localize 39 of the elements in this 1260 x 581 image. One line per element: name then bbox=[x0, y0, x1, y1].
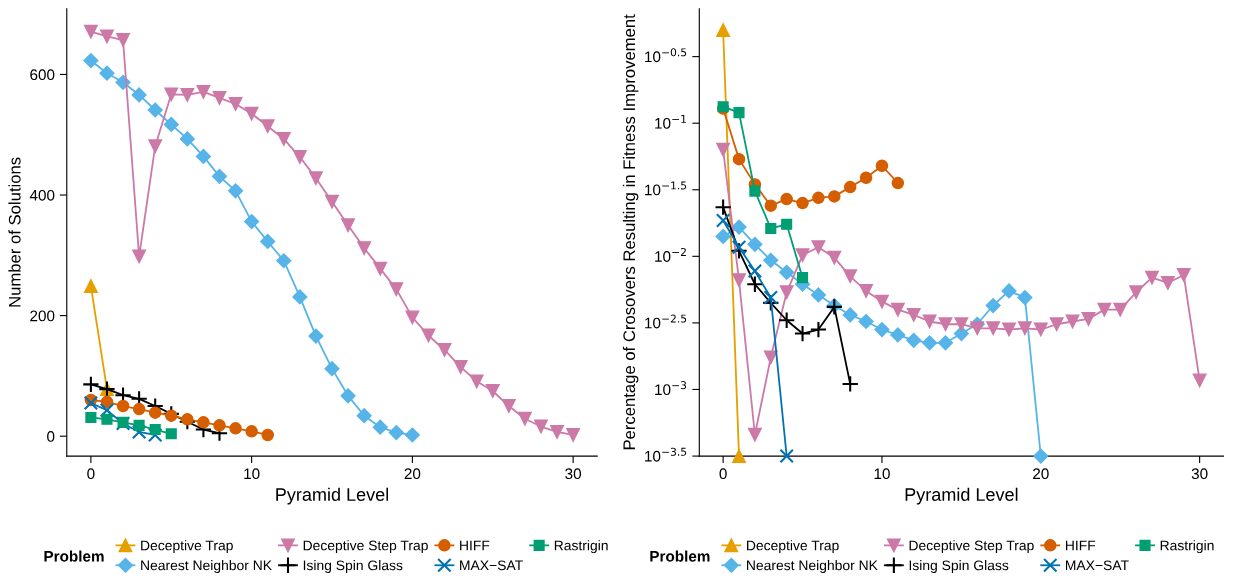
y-tick-label: 10$^{−1}$ bbox=[655, 114, 686, 129]
x-axis-title: Pyramid Level bbox=[905, 487, 1018, 505]
y-tick-label: 600 bbox=[30, 69, 55, 81]
legend-label: Rastrigin bbox=[554, 540, 608, 554]
legend-label: Deceptive Trap bbox=[141, 540, 233, 554]
legend-label: Ising Spin Glass bbox=[909, 560, 1009, 573]
legend-label: MAX−SAT bbox=[460, 560, 523, 571]
y-tick-label: 0 bbox=[47, 431, 55, 442]
y-tick-label: 400 bbox=[29, 189, 55, 201]
y-tick-label: 10$^{−2.5}$ bbox=[645, 314, 687, 329]
legend-label: HIFF bbox=[460, 540, 490, 551]
legend-label: Ising Spin Glass bbox=[303, 560, 403, 573]
x-tick-label: 10 bbox=[244, 468, 260, 480]
y-tick-label: 10$^{−3.5}$ bbox=[645, 447, 687, 462]
y-tick-label: 10$^{−0.5}$ bbox=[645, 48, 687, 63]
x-tick-label: 0 bbox=[87, 468, 95, 480]
legend-label: Nearest Neighbor NK bbox=[747, 560, 878, 573]
legend-label: Rastrigin bbox=[1160, 540, 1214, 554]
legend-label: Nearest Neighbor NK bbox=[141, 560, 272, 573]
legend-label: MAX−SAT bbox=[1065, 560, 1129, 571]
legend-label: HIFF bbox=[1065, 540, 1096, 551]
legend-title: Problem bbox=[650, 550, 710, 562]
legend-label: Deceptive Step Trap bbox=[909, 540, 1034, 554]
legend-label: Deceptive Trap bbox=[747, 540, 839, 554]
legend-title: Problem bbox=[44, 550, 104, 562]
y-axis-title: Percentage of Crosovers Resulting in Fitness Improvement bbox=[622, 14, 639, 450]
x-tick-label: 20 bbox=[1033, 468, 1049, 480]
x-tick-label: 0 bbox=[719, 468, 727, 480]
y-tick-label: 10$^{−2}$ bbox=[655, 247, 686, 262]
x-axis-title: Pyramid Level bbox=[276, 487, 389, 505]
y-tick-label: 200 bbox=[30, 310, 55, 322]
y-tick-label: 10$^{−1.5}$ bbox=[645, 181, 687, 196]
x-tick-label: 30 bbox=[1191, 468, 1208, 480]
x-tick-label: 20 bbox=[404, 468, 421, 480]
legend-label: Deceptive Step Trap bbox=[303, 540, 428, 554]
y-axis-title: Number of Solutions bbox=[8, 157, 21, 307]
y-tick-label: 10$^{−3}$ bbox=[655, 381, 687, 396]
x-tick-label: 30 bbox=[565, 468, 582, 480]
x-tick-label: 10 bbox=[874, 468, 890, 480]
